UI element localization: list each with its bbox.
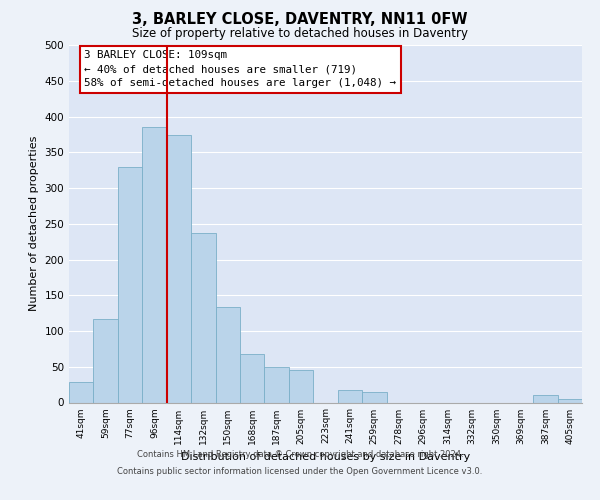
Bar	[240, 354, 265, 403]
Bar	[362, 392, 386, 402]
Bar	[215, 308, 240, 402]
Bar	[265, 367, 289, 402]
Text: 3 BARLEY CLOSE: 109sqm
← 40% of detached houses are smaller (719)
58% of semi-de: 3 BARLEY CLOSE: 109sqm ← 40% of detached…	[85, 50, 397, 88]
Bar	[94, 319, 118, 402]
Bar	[338, 390, 362, 402]
Text: 3, BARLEY CLOSE, DAVENTRY, NN11 0FW: 3, BARLEY CLOSE, DAVENTRY, NN11 0FW	[132, 12, 468, 28]
Bar	[118, 166, 142, 402]
Bar	[557, 399, 582, 402]
Text: Contains public sector information licensed under the Open Government Licence v3: Contains public sector information licen…	[118, 468, 482, 476]
Bar	[289, 370, 313, 402]
Text: Contains HM Land Registry data © Crown copyright and database right 2024.: Contains HM Land Registry data © Crown c…	[137, 450, 463, 459]
Bar	[69, 382, 94, 402]
Bar	[167, 135, 191, 402]
X-axis label: Distribution of detached houses by size in Daventry: Distribution of detached houses by size …	[181, 452, 470, 462]
Bar	[533, 396, 557, 402]
Bar	[191, 233, 215, 402]
Y-axis label: Number of detached properties: Number of detached properties	[29, 136, 39, 312]
Bar	[142, 126, 167, 402]
Text: Size of property relative to detached houses in Daventry: Size of property relative to detached ho…	[132, 28, 468, 40]
